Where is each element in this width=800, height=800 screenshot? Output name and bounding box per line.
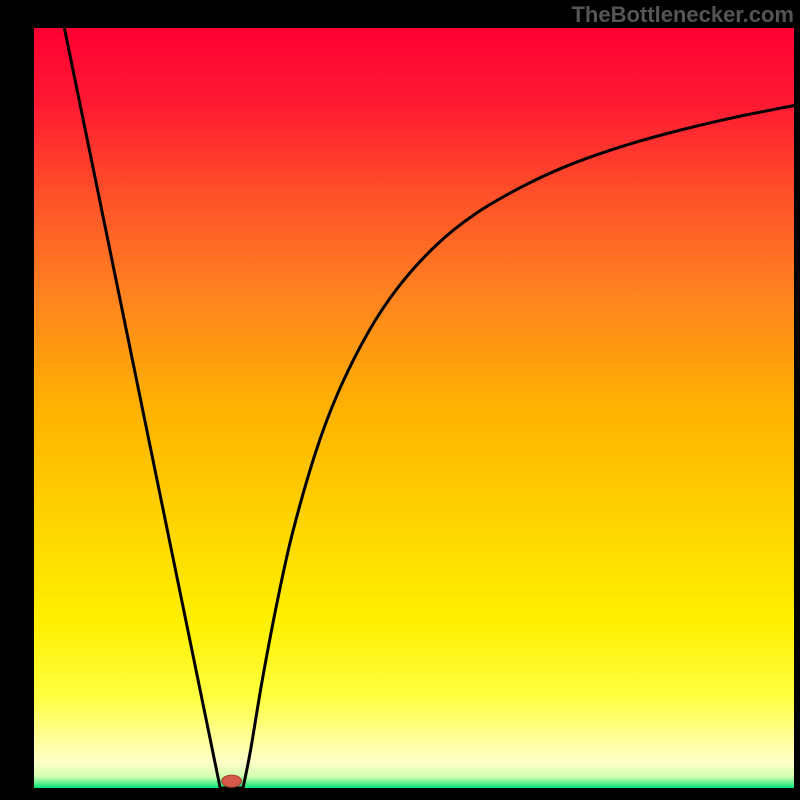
chart-svg	[0, 0, 800, 800]
optimum-marker	[222, 775, 242, 787]
gradient-background	[34, 28, 794, 788]
chart-stage: TheBottlenecker.com	[0, 0, 800, 800]
watermark-text: TheBottlenecker.com	[571, 2, 794, 28]
